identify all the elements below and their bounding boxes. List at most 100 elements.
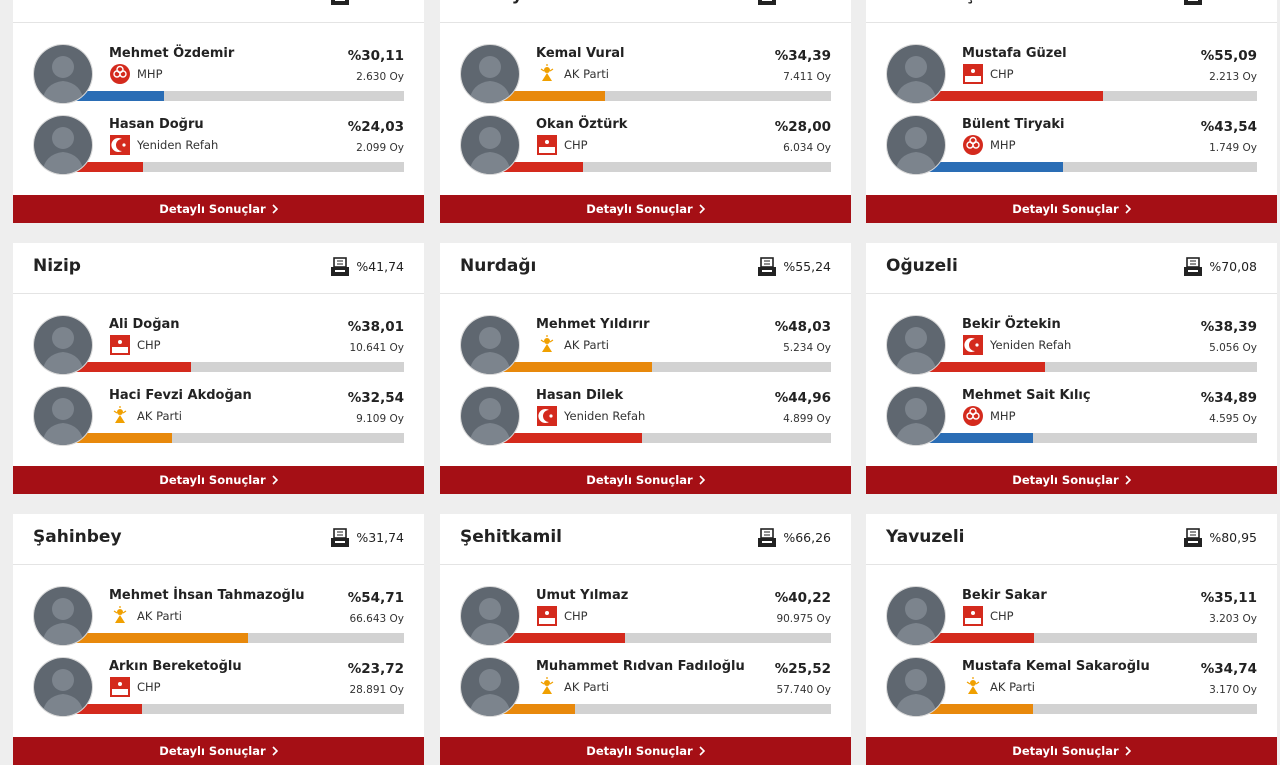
candidate-name: Mehmet Yıldırır xyxy=(536,317,650,332)
avatar-image xyxy=(887,658,945,716)
avatar-image xyxy=(461,116,519,174)
votes: 6.034 Oy xyxy=(783,142,831,154)
votes: 7.411 Oy xyxy=(783,71,831,83)
divider xyxy=(440,564,851,565)
track xyxy=(60,362,404,372)
avatar-image xyxy=(34,316,92,374)
percent: %48,03 xyxy=(774,319,831,335)
percent-bar xyxy=(913,704,1033,714)
details-button[interactable]: Detaylı Sonuçlar xyxy=(440,737,851,765)
party-name: CHP xyxy=(564,138,588,152)
percent-bar xyxy=(913,433,1034,443)
candidate-name: Ali Doğan xyxy=(109,317,180,332)
party-logo xyxy=(963,64,983,84)
divider xyxy=(13,564,424,565)
party-name: Yeniden Refah xyxy=(564,409,646,423)
track xyxy=(913,362,1257,372)
party-logo xyxy=(113,606,127,623)
track xyxy=(487,162,831,172)
votes: 66.643 Oy xyxy=(349,613,404,625)
party-logo xyxy=(113,406,127,423)
avatar-image xyxy=(34,587,92,645)
percent-bar xyxy=(487,162,584,172)
party-logo xyxy=(966,677,980,694)
candidate-name: Kemal Vural xyxy=(536,46,625,61)
candidate-name: Bülent Tiryaki xyxy=(962,117,1065,132)
percent: %24,03 xyxy=(347,119,404,135)
percent-bar xyxy=(60,433,172,443)
divider xyxy=(440,22,851,23)
votes: 4.595 Oy xyxy=(1209,413,1257,425)
party-logo xyxy=(110,64,130,84)
district-title: Şehitkamil xyxy=(460,527,562,547)
district-title: Araban xyxy=(33,0,102,5)
candidate-name: Mustafa Güzel xyxy=(962,46,1067,61)
details-button[interactable]: Detaylı Sonuçlar xyxy=(440,466,851,494)
candidate-name: Hasan Doğru xyxy=(109,117,204,132)
avatar-image xyxy=(34,116,92,174)
party-logo xyxy=(540,64,554,81)
details-button[interactable]: Detaylı Sonuçlar xyxy=(13,737,424,765)
party-name: Yeniden Refah xyxy=(990,338,1072,352)
avatar xyxy=(886,44,946,104)
party-logo xyxy=(110,335,130,355)
district-title: Karkamış xyxy=(886,0,975,5)
district-title: Oğuzeli xyxy=(886,256,958,276)
percent-bar xyxy=(60,633,249,643)
avatar-image xyxy=(34,387,92,445)
details-button[interactable]: Detaylı Sonuçlar xyxy=(866,737,1277,765)
votes: 1.749 Oy xyxy=(1209,142,1257,154)
percent-bar xyxy=(487,91,606,101)
avatar-image xyxy=(887,587,945,645)
votes: 2.213 Oy xyxy=(1209,71,1257,83)
district-card: Nizip %41,74 Ali Doğan CHP %38,01 10.641 Oy Ha… xyxy=(13,243,424,494)
candidate-name: Umut Yılmaz xyxy=(536,588,629,603)
track xyxy=(60,633,404,643)
district-card: Yavuzeli %80,95 Bekir Sakar CHP %35,11 3.203 … xyxy=(866,514,1277,765)
track xyxy=(60,162,404,172)
percent-bar xyxy=(913,633,1034,643)
avatar xyxy=(33,386,93,446)
avatar-image xyxy=(461,658,519,716)
ballot-icon xyxy=(1184,0,1202,5)
percent-bar xyxy=(60,162,143,172)
votes: 5.056 Oy xyxy=(1209,342,1257,354)
percent-bar xyxy=(487,433,642,443)
details-button[interactable]: Detaylı Sonuçlar xyxy=(13,466,424,494)
chevron xyxy=(272,746,278,756)
party-name: AK Parti xyxy=(137,609,182,623)
votes: 4.899 Oy xyxy=(783,413,831,425)
party-name: CHP xyxy=(137,680,161,694)
party-logo xyxy=(963,606,983,626)
chevron xyxy=(272,204,278,214)
percent-bar xyxy=(487,704,575,714)
percent: %54,71 xyxy=(347,590,404,606)
details-button[interactable]: Detaylı Sonuçlar xyxy=(866,195,1277,223)
percent-bar xyxy=(913,162,1063,172)
details-button-label: Detaylı Sonuçlar xyxy=(1012,202,1119,216)
district-card: Nurdağı %55,24 Mehmet Yıldırır AK Parti %48,… xyxy=(440,243,851,494)
district-card: Şahinbey %31,74 Mehmet İhsan Tahmazoğlu AK … xyxy=(13,514,424,765)
details-button[interactable]: Detaylı Sonuçlar xyxy=(440,195,851,223)
divider xyxy=(866,564,1277,565)
divider xyxy=(866,22,1277,23)
percent: %38,01 xyxy=(347,319,404,335)
percent: %34,74 xyxy=(1200,661,1257,677)
votes: 9.109 Oy xyxy=(356,413,404,425)
avatar xyxy=(460,586,520,646)
details-button[interactable]: Detaylı Sonuçlar xyxy=(13,195,424,223)
party-name: MHP xyxy=(990,409,1016,423)
votes: 3.170 Oy xyxy=(1209,684,1257,696)
details-button[interactable]: Detaylı Sonuçlar xyxy=(866,466,1277,494)
avatar-image xyxy=(34,658,92,716)
turnout: %41,74 xyxy=(356,259,404,274)
percent: %43,54 xyxy=(1200,119,1257,135)
track xyxy=(487,362,831,372)
avatar-image xyxy=(461,45,519,103)
track xyxy=(913,91,1257,101)
turnout: %55,24 xyxy=(783,259,831,274)
track xyxy=(913,162,1257,172)
candidate-name: Muhammet Rıdvan Fadıloğlu xyxy=(536,659,745,674)
percent: %35,11 xyxy=(1200,590,1257,606)
avatar xyxy=(33,44,93,104)
